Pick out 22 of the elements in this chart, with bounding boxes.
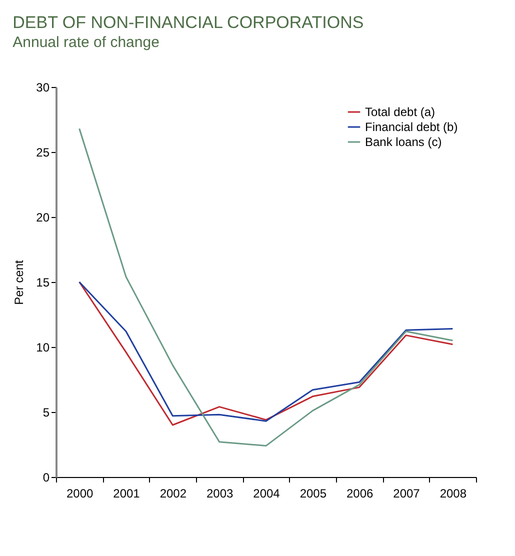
x-tick-label: 2001 (113, 486, 140, 500)
x-tick-label: 2004 (253, 486, 280, 500)
y-tick-label: 25 (36, 146, 50, 160)
legend-label: Financial debt (b) (365, 120, 458, 134)
x-tick-label: 2002 (160, 486, 187, 500)
y-tick-label: 10 (36, 340, 50, 354)
x-tick-label: 2007 (393, 486, 420, 500)
legend-label: Bank loans (c) (365, 135, 442, 149)
x-tick-label: 2003 (206, 486, 234, 500)
x-tick-label: 2006 (346, 486, 374, 500)
y-tick-label: 0 (42, 470, 50, 484)
chart-title: DEBT OF NON-FINANCIAL CORPORATIONS (12, 13, 364, 32)
x-tick-label: 2005 (300, 486, 327, 500)
y-tick-label: 15 (36, 276, 50, 290)
y-tick-label: 5 (42, 406, 50, 420)
x-tick-label: 2000 (66, 486, 94, 500)
chart-subtitle: Annual rate of change (12, 34, 160, 51)
y-axis-title: Per cent (12, 259, 26, 305)
legend-label: Total debt (a) (365, 105, 436, 119)
y-tick-label: 20 (36, 210, 50, 224)
x-tick-label: 2008 (440, 486, 467, 500)
y-tick-label: 30 (36, 80, 50, 94)
